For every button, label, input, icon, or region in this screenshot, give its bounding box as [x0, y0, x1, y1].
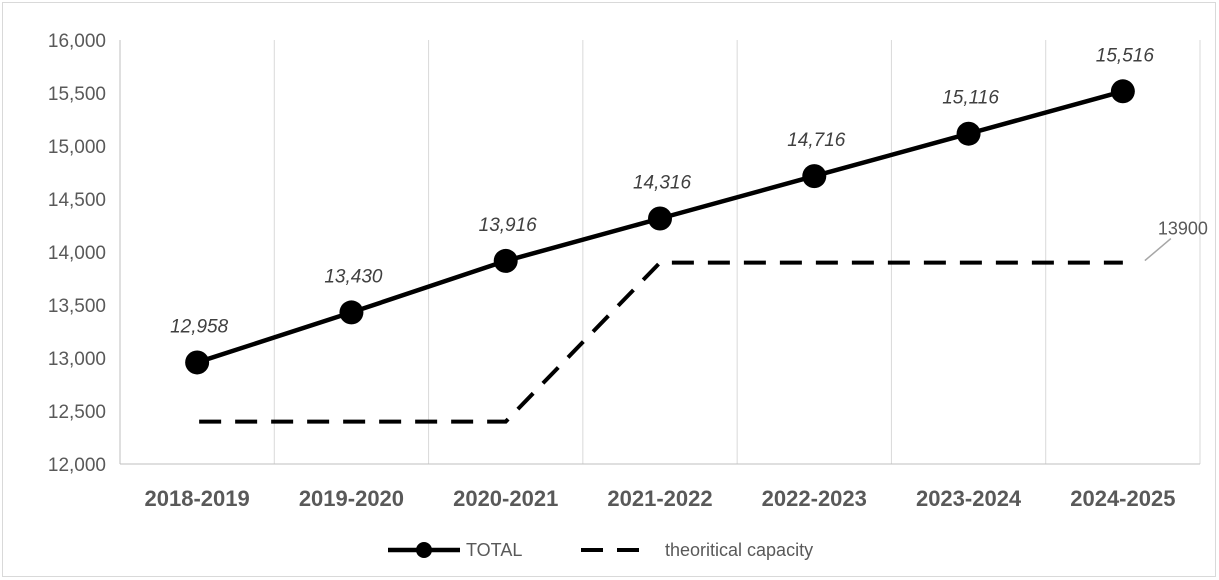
legend-label-total: TOTAL	[466, 540, 522, 560]
data-point-total	[956, 121, 981, 146]
y-tick-label: 16,000	[48, 31, 106, 52]
x-category-label: 2020-2021	[453, 486, 558, 511]
data-label-leader-line	[1144, 238, 1172, 262]
data-label-total: 13,916	[479, 215, 538, 236]
x-category-label: 2022-2023	[762, 486, 867, 511]
data-label-total: 14,316	[633, 173, 692, 194]
x-category-label: 2024-2025	[1070, 486, 1175, 511]
data-point-total	[802, 164, 827, 189]
y-tick-label: 12,500	[48, 402, 106, 423]
legend-label-theoritical-capacity: theoritical capacity	[665, 540, 813, 560]
x-category-label: 2021-2022	[607, 486, 712, 511]
data-point-total	[339, 300, 364, 325]
data-point-total	[1110, 79, 1135, 104]
y-tick-label: 14,500	[48, 190, 106, 211]
data-label-total: 15,516	[1096, 45, 1155, 66]
data-label-total: 14,716	[787, 130, 846, 151]
data-label-total: 12,958	[170, 316, 229, 337]
y-tick-label: 13,500	[48, 296, 106, 317]
data-point-total	[648, 206, 672, 231]
data-label-total: 15,116	[942, 88, 999, 109]
data-point-total	[185, 350, 210, 375]
y-tick-label: 15,000	[48, 137, 106, 158]
data-point-total	[493, 248, 518, 273]
x-category-label: 2018-2019	[145, 486, 250, 511]
y-tick-label: 15,500	[48, 84, 106, 105]
legend-marker-total	[416, 542, 432, 558]
data-label-capacity: 13900	[1158, 219, 1208, 239]
y-tick-label: 12,000	[48, 455, 106, 476]
x-category-label: 2023-2024	[916, 486, 1022, 511]
y-tick-label: 14,000	[48, 243, 106, 264]
y-tick-label: 13,000	[48, 349, 106, 370]
x-category-label: 2019-2020	[299, 486, 404, 511]
data-label-total: 13,430	[324, 266, 383, 287]
series-line-theoritical-capacity	[199, 260, 1123, 424]
